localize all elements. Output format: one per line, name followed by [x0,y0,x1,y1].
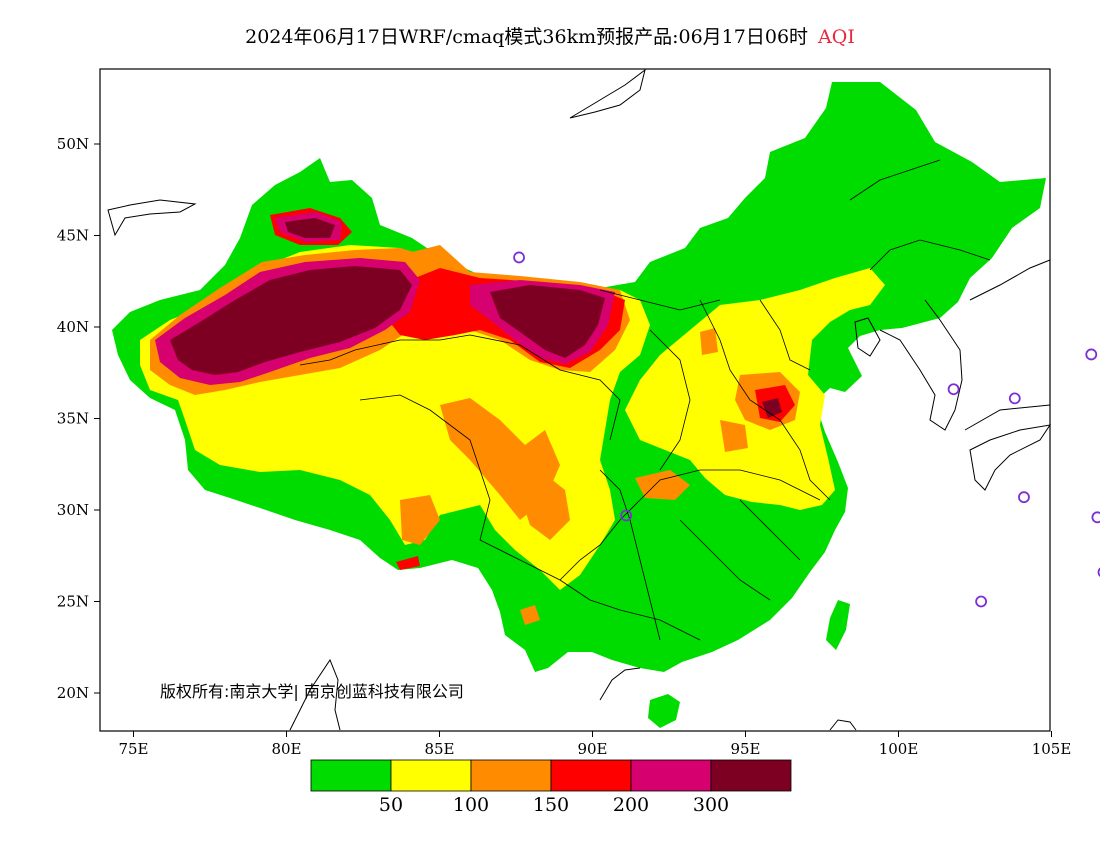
region-aqi-hazardous-shandong [762,398,782,418]
lat-tick-label: 50N [57,135,89,153]
station-marker [1018,491,1030,504]
region-aqi-unhealthy-tibet-south [396,556,420,570]
lat-tick-label: 25N [57,593,89,611]
map-frame [99,68,1051,732]
copyright-text: 版权所有:南京大学| 南京创蓝科技有限公司 [160,682,464,701]
region-aqi-usg-sichuan [515,470,570,540]
station-marker [1085,348,1098,361]
legend-label: 100 [453,794,489,816]
station-marker [1091,511,1100,524]
province-boundaries [299,159,991,641]
lon-tick-label: 105E [1032,740,1072,758]
legend-swatch [470,759,552,792]
region-aqi-usg-yunnan [520,605,540,625]
legend-swatch [630,759,712,792]
title-variable: AQI [818,26,855,48]
coastlines [107,68,1052,731]
station-marker [1008,392,1021,405]
legend-label: 200 [613,794,649,816]
aqi-legend: 50 100 150 200 300 [310,759,792,816]
longitude-axis: 75E80E85E90E95E100E105E110E115E120E125E1… [118,731,1072,758]
lon-tick-label: 75E [118,740,148,758]
region-aqi-hazardous-junggar [285,218,335,238]
island-taiwan [826,600,850,650]
legend-swatch [550,759,632,792]
legend-swatch [390,759,472,792]
map-title: 2024年06月17日WRF/cmaq模式36km预报产品:06月17日06时 A… [0,22,1100,49]
legend-swatch [710,759,792,792]
lat-tick-label: 45N [57,227,89,245]
region-aqi-usg-hubei [635,470,690,500]
lat-tick-label: 35N [57,410,89,428]
station-marker [1097,567,1100,577]
lon-tick-label: 95E [730,740,760,758]
island-hainan [648,694,680,728]
region-aqi-usg-anhui [720,420,748,452]
lat-tick-label: 30N [57,501,89,519]
station-marker [513,251,525,264]
lon-tick-label: 80E [271,740,301,758]
title-text: 2024年06月17日WRF/cmaq模式36km预报产品:06月17日06时 [245,26,809,48]
lat-tick-label: 40N [57,318,89,336]
station-marker [620,509,633,522]
latitude-axis: 50N 45N 40N 35N 30N 25N 20N [57,135,100,702]
region-aqi-hazardous-taklamakan [170,266,412,375]
region-aqi-usg-tibet [400,495,440,545]
region-aqi-usg-hebei [700,328,718,355]
monitoring-stations [513,251,1100,608]
station-marker [947,383,960,396]
region-aqi-hazardous-alxa [490,285,605,358]
station-marker [975,595,988,608]
legend-swatch [310,759,392,792]
lon-tick-label: 100E [879,740,919,758]
lon-tick-label: 90E [577,740,607,758]
legend-label: 300 [693,794,729,816]
lon-tick-label: 85E [424,740,454,758]
legend-label: 50 [379,794,403,816]
lat-tick-label: 20N [57,684,89,702]
legend-label: 150 [533,794,569,816]
